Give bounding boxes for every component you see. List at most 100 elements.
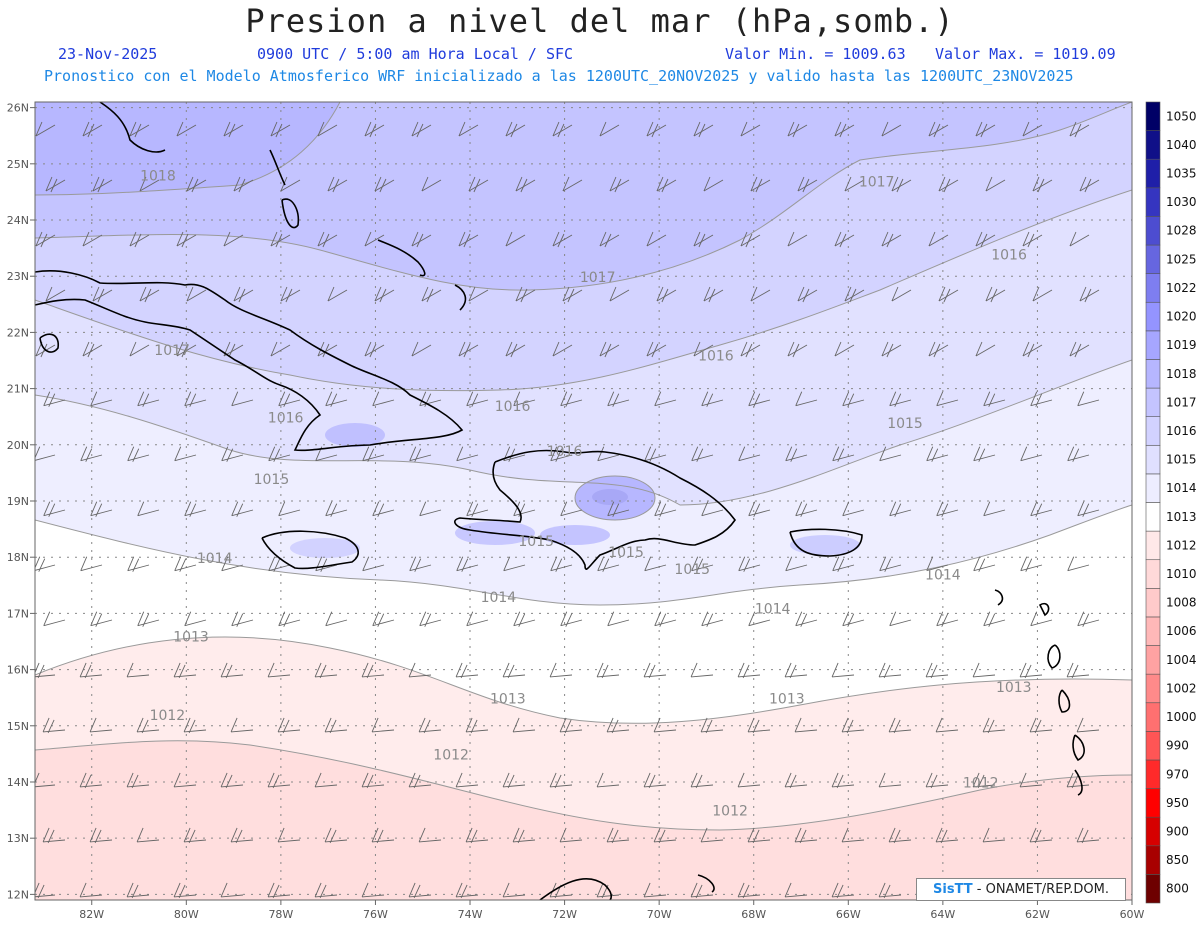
lon-tick-label: 72W [552,908,577,921]
wind-barb [1076,827,1100,844]
wind-barb [513,391,536,407]
wind-barb [372,501,395,517]
coastline-cuba [35,270,464,452]
wind-barb [832,446,855,462]
wind-barb [362,446,385,462]
wind-barb [502,882,526,898]
wind-barb [1030,391,1053,407]
wind-barb [653,717,677,733]
wind-barb [1019,662,1043,679]
colorbar-label: 1030 [1166,195,1197,209]
wind-barb [267,882,291,899]
lat-tick-label: 12N [7,888,29,901]
wind-barb [653,827,677,844]
wind-barb [455,662,479,679]
colorbar-swatch [1145,216,1161,246]
wind-barb [560,391,583,407]
contour-label: 1013 [769,691,805,707]
coastline-isla-juventud [39,333,60,353]
coastline-st-lucia [1072,734,1085,762]
wind-barb [750,176,771,193]
wind-barb [505,341,526,358]
wind-barb [560,501,583,517]
wind-barb [607,391,630,407]
wind-barb [691,556,714,572]
wind-barb [136,827,160,843]
wind-barb [465,717,489,734]
wind-barb [361,772,385,789]
wind-barb [832,556,855,572]
wind-barb [364,231,385,247]
wind-barb [419,391,442,407]
wind-barb [879,556,902,572]
coastline-guadeloupe [1038,602,1050,617]
wind-barb [42,717,66,734]
wind-barb [231,611,254,627]
lat-tick-label: 17N [7,607,29,620]
lon-tick-label: 68W [741,908,766,921]
wind-barb [126,772,150,789]
wind-barb [1067,556,1090,572]
wind-barb [643,882,667,898]
wind-barb [419,611,442,627]
wind-barb [90,501,113,517]
wind-barb [43,501,66,517]
wind-barb [747,717,771,734]
colorbar-swatch [1145,359,1161,389]
wind-barb [1032,176,1053,193]
colorbar-label: 1050 [1166,109,1197,123]
wind-barb [700,717,724,734]
wind-barb [879,446,902,462]
wind-barb [371,717,395,733]
colorbar-label: 1015 [1166,453,1197,467]
wind-barb [928,121,949,138]
coastline-florida [99,102,166,153]
wind-barb [465,827,489,844]
wind-barb [129,231,150,248]
colorbar-label: 970 [1166,767,1189,781]
wind-barb [512,717,536,733]
wind-barb [455,772,479,788]
wind-barb [784,882,808,898]
wind-barb [35,662,56,679]
wind-barb [268,556,291,572]
wind-barb [599,341,620,358]
wind-barb [748,611,771,627]
wind-barb [690,662,714,678]
wind-barb [701,391,724,407]
wind-barb [552,231,573,248]
wind-barb [137,391,160,407]
colorbar-swatch [1145,330,1161,360]
contour-label: 1016 [698,349,734,365]
colorbar-swatch [1145,101,1161,131]
wind-barb [982,827,1006,843]
wind-barb [841,827,865,843]
pressure-shading [35,102,1132,900]
contour-label: 1015 [518,534,554,550]
wind-barb [560,611,583,627]
wind-barb [701,501,724,517]
wind-barb [562,176,583,192]
wind-barb [176,341,197,358]
wind-barb [317,121,338,137]
wind-barb [881,341,902,358]
coastline-dominica [1047,644,1061,669]
wind-barb [1020,446,1043,462]
wind-barb [975,231,996,248]
wind-barb [362,556,385,572]
coastline-south-america [539,878,613,900]
wind-barb [277,717,301,734]
wind-barb [737,662,761,679]
wind-barb [1030,501,1053,517]
wind-barb [220,882,244,898]
wind-barb [1069,121,1090,138]
wind-barb [643,772,667,789]
wind-barb [878,882,902,899]
contour-label: 1014 [481,590,517,606]
wind-barb [597,446,620,462]
wind-barb [646,341,667,358]
lon-tick-label: 76W [363,908,388,921]
wind-barb [233,176,254,193]
lat-tick-label: 19N [7,495,29,508]
wind-barb [35,231,56,248]
